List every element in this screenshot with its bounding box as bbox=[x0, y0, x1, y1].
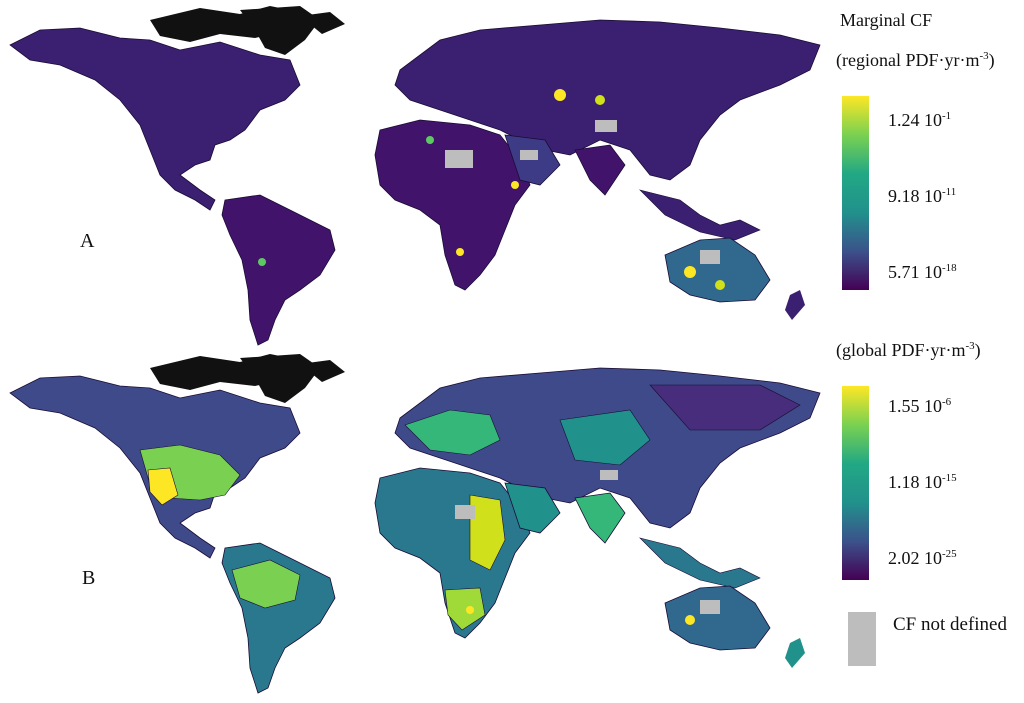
new-zealand-a bbox=[785, 290, 805, 320]
panel-label-a: A bbox=[80, 230, 95, 252]
not-defined-label: CF not defined bbox=[893, 614, 1007, 635]
colorbar-regional bbox=[842, 96, 869, 290]
not-defined-swatch bbox=[848, 612, 876, 666]
map-panel-a bbox=[9, 6, 821, 346]
maps-area: A B bbox=[9, 6, 821, 694]
se-asia-islands-a bbox=[639, 189, 761, 241]
europe-b bbox=[404, 409, 501, 456]
nile-basin-b bbox=[469, 494, 506, 571]
se-asia-islands-b bbox=[639, 537, 761, 589]
arabia-b bbox=[504, 482, 561, 534]
world-maps bbox=[9, 6, 821, 694]
highlights-b bbox=[455, 470, 720, 625]
india-b bbox=[574, 492, 626, 544]
greenland-a bbox=[240, 6, 320, 55]
india-a bbox=[574, 144, 626, 196]
tick-regional-high: 1.24 10-1 bbox=[888, 110, 952, 130]
siberia-b bbox=[649, 384, 801, 431]
south-africa-b bbox=[444, 587, 486, 631]
tick-global-high: 1.55 10-6 bbox=[888, 396, 952, 416]
usa-southwest-b bbox=[147, 467, 179, 506]
legend: Marginal CF (regional PDF·yr·m-3) 1.24 1… bbox=[830, 0, 1024, 698]
north-america-a bbox=[9, 27, 301, 211]
tick-regional-mid: 9.18 10-11 bbox=[888, 186, 957, 206]
eurasia-a bbox=[394, 19, 821, 181]
panel-label-b: B bbox=[82, 567, 96, 589]
africa-a bbox=[374, 119, 531, 291]
central-asia-b bbox=[559, 409, 651, 466]
colorbar-global bbox=[842, 386, 869, 580]
australia-a bbox=[664, 237, 771, 303]
south-america-a bbox=[221, 194, 336, 346]
tick-global-low: 2.02 10-25 bbox=[888, 548, 957, 568]
legend-title: Marginal CF bbox=[840, 10, 933, 30]
legend-unit-global: (global PDF·yr·m-3) bbox=[836, 340, 981, 360]
new-zealand-b bbox=[785, 638, 805, 668]
map-panel-b bbox=[9, 354, 821, 694]
tick-global-mid: 1.18 10-15 bbox=[888, 472, 957, 492]
legend-unit-regional: (regional PDF·yr·m-3) bbox=[836, 50, 995, 70]
australia-b bbox=[664, 585, 771, 651]
greenland-b bbox=[240, 354, 320, 403]
tick-regional-low: 5.71 10-18 bbox=[888, 262, 957, 282]
amazon-b bbox=[231, 559, 301, 609]
highlights-a bbox=[258, 89, 725, 290]
